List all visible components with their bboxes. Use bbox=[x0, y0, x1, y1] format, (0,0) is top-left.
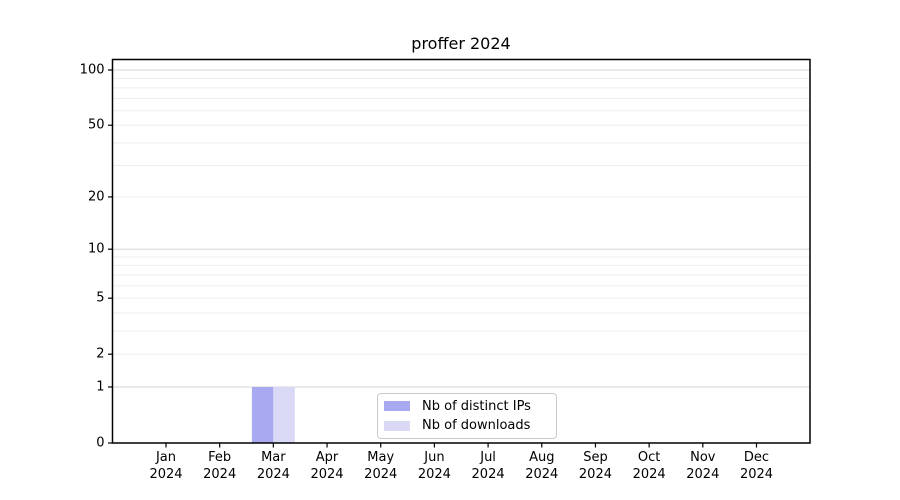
svg-text:Feb: Feb bbox=[208, 450, 231, 465]
svg-text:0: 0 bbox=[96, 436, 104, 451]
legend-swatch bbox=[384, 401, 410, 412]
svg-text:Aug: Aug bbox=[529, 450, 554, 465]
svg-text:Nov: Nov bbox=[690, 450, 716, 465]
svg-text:2024: 2024 bbox=[364, 467, 397, 482]
svg-text:2: 2 bbox=[96, 347, 104, 362]
svg-text:50: 50 bbox=[88, 118, 105, 133]
svg-text:1: 1 bbox=[96, 379, 104, 394]
svg-text:May: May bbox=[367, 450, 394, 465]
svg-text:2024: 2024 bbox=[257, 467, 290, 482]
svg-text:Dec: Dec bbox=[744, 450, 769, 465]
legend: Nb of distinct IPs Nb of downloads bbox=[377, 393, 557, 439]
svg-text:2024: 2024 bbox=[740, 467, 773, 482]
svg-text:Jan: Jan bbox=[155, 450, 176, 465]
svg-text:Sep: Sep bbox=[583, 450, 608, 465]
svg-text:2024: 2024 bbox=[633, 467, 666, 482]
svg-text:Oct: Oct bbox=[638, 450, 660, 465]
legend-entry-downloads: Nb of downloads bbox=[384, 417, 550, 435]
svg-text:Jul: Jul bbox=[479, 450, 496, 465]
svg-text:2024: 2024 bbox=[418, 467, 451, 482]
legend-entry-distinct-ips: Nb of distinct IPs bbox=[384, 397, 550, 415]
svg-text:2024: 2024 bbox=[149, 467, 182, 482]
svg-text:Apr: Apr bbox=[316, 450, 339, 465]
svg-text:2024: 2024 bbox=[472, 467, 505, 482]
legend-label-downloads: Nb of downloads bbox=[422, 418, 531, 434]
svg-text:2024: 2024 bbox=[310, 467, 343, 482]
svg-text:5: 5 bbox=[96, 291, 104, 306]
svg-text:2024: 2024 bbox=[203, 467, 236, 482]
chart-title: proffer 2024 bbox=[411, 34, 511, 53]
svg-text:2024: 2024 bbox=[525, 467, 558, 482]
svg-text:20: 20 bbox=[88, 189, 105, 204]
svg-text:10: 10 bbox=[88, 242, 105, 257]
svg-text:Mar: Mar bbox=[261, 450, 286, 465]
svg-text:100: 100 bbox=[80, 62, 105, 77]
svg-text:2024: 2024 bbox=[686, 467, 719, 482]
legend-swatch bbox=[384, 420, 410, 431]
svg-text:2024: 2024 bbox=[579, 467, 612, 482]
legend-label-distinct-ips: Nb of distinct IPs bbox=[422, 398, 531, 414]
svg-text:Jun: Jun bbox=[423, 450, 444, 465]
